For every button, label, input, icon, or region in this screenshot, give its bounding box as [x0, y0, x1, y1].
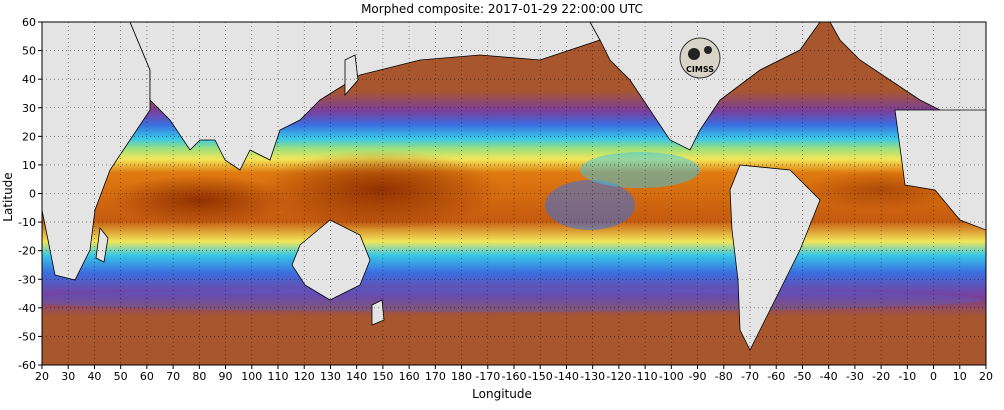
land-layer — [42, 22, 986, 351]
x-tick-label: -40 — [820, 370, 838, 383]
y-tick-label: 20 — [22, 130, 36, 143]
x-tick-label: 170 — [425, 370, 446, 383]
x-tick-label: 20 — [35, 370, 49, 383]
x-tick-label: 110 — [268, 370, 289, 383]
x-tick-label: -110 — [633, 370, 658, 383]
y-tick-label: 60 — [22, 16, 36, 29]
y-tick-label: -20 — [18, 245, 36, 258]
x-tick-label: -160 — [502, 370, 527, 383]
x-tick-label: -100 — [659, 370, 684, 383]
x-tick-label: -140 — [554, 370, 579, 383]
x-tick-label: -120 — [606, 370, 631, 383]
x-tick-label: 180 — [451, 370, 472, 383]
x-tick-label: -70 — [741, 370, 759, 383]
y-tick-label: -10 — [18, 216, 36, 229]
cimss-logo: CIMSS — [679, 37, 721, 79]
y-axis-label: Latitude — [1, 172, 15, 222]
x-tick-label: 60 — [140, 370, 154, 383]
x-tick-label: 130 — [320, 370, 341, 383]
x-axis-ticks: 20 30 40 50 60 70 80 90 100 110 120 130 140 150 160 170… — [35, 365, 993, 383]
y-tick-label: -50 — [18, 330, 36, 343]
y-tick-label: 10 — [22, 159, 36, 172]
x-tick-label: -150 — [528, 370, 553, 383]
x-tick-label: 80 — [192, 370, 206, 383]
x-tick-label: 150 — [372, 370, 393, 383]
x-tick-label: 0 — [930, 370, 937, 383]
y-tick-label: -60 — [18, 359, 36, 372]
x-tick-label: -30 — [846, 370, 864, 383]
y-tick-label: -40 — [18, 302, 36, 315]
map-title: Morphed composite: 2017-01-29 22:00:00 U… — [361, 2, 643, 16]
x-tick-label: 30 — [61, 370, 75, 383]
x-tick-label: 70 — [166, 370, 180, 383]
x-tick-label: 120 — [294, 370, 315, 383]
x-tick-label: 50 — [114, 370, 128, 383]
x-tick-label: 140 — [346, 370, 367, 383]
logo-text: CIMSS — [686, 65, 714, 74]
x-tick-label: 10 — [953, 370, 967, 383]
x-tick-label: 40 — [87, 370, 101, 383]
x-tick-label: 160 — [399, 370, 420, 383]
x-tick-label: -50 — [793, 370, 811, 383]
x-tick-label: -90 — [689, 370, 707, 383]
x-tick-label: -80 — [715, 370, 733, 383]
x-tick-label: -20 — [872, 370, 890, 383]
x-tick-label: -10 — [898, 370, 916, 383]
x-tick-label: -60 — [767, 370, 785, 383]
y-tick-label: 0 — [29, 188, 36, 201]
data-layer — [42, 22, 986, 365]
x-tick-label: -130 — [580, 370, 605, 383]
x-tick-label: 100 — [241, 370, 262, 383]
y-tick-label: -30 — [18, 273, 36, 286]
x-axis-label: Longitude — [472, 387, 532, 401]
x-tick-label: -170 — [475, 370, 500, 383]
y-axis-ticks: 60 50 40 30 20 10 0 -10 -20 -30 -40 -50 -60 — [18, 16, 42, 372]
y-tick-label: 40 — [22, 73, 36, 86]
x-tick-label: 90 — [219, 370, 233, 383]
x-tick-label: 20 — [979, 370, 993, 383]
graticule — [42, 22, 986, 365]
y-tick-label: 30 — [22, 102, 36, 115]
y-tick-label: 50 — [22, 45, 36, 58]
